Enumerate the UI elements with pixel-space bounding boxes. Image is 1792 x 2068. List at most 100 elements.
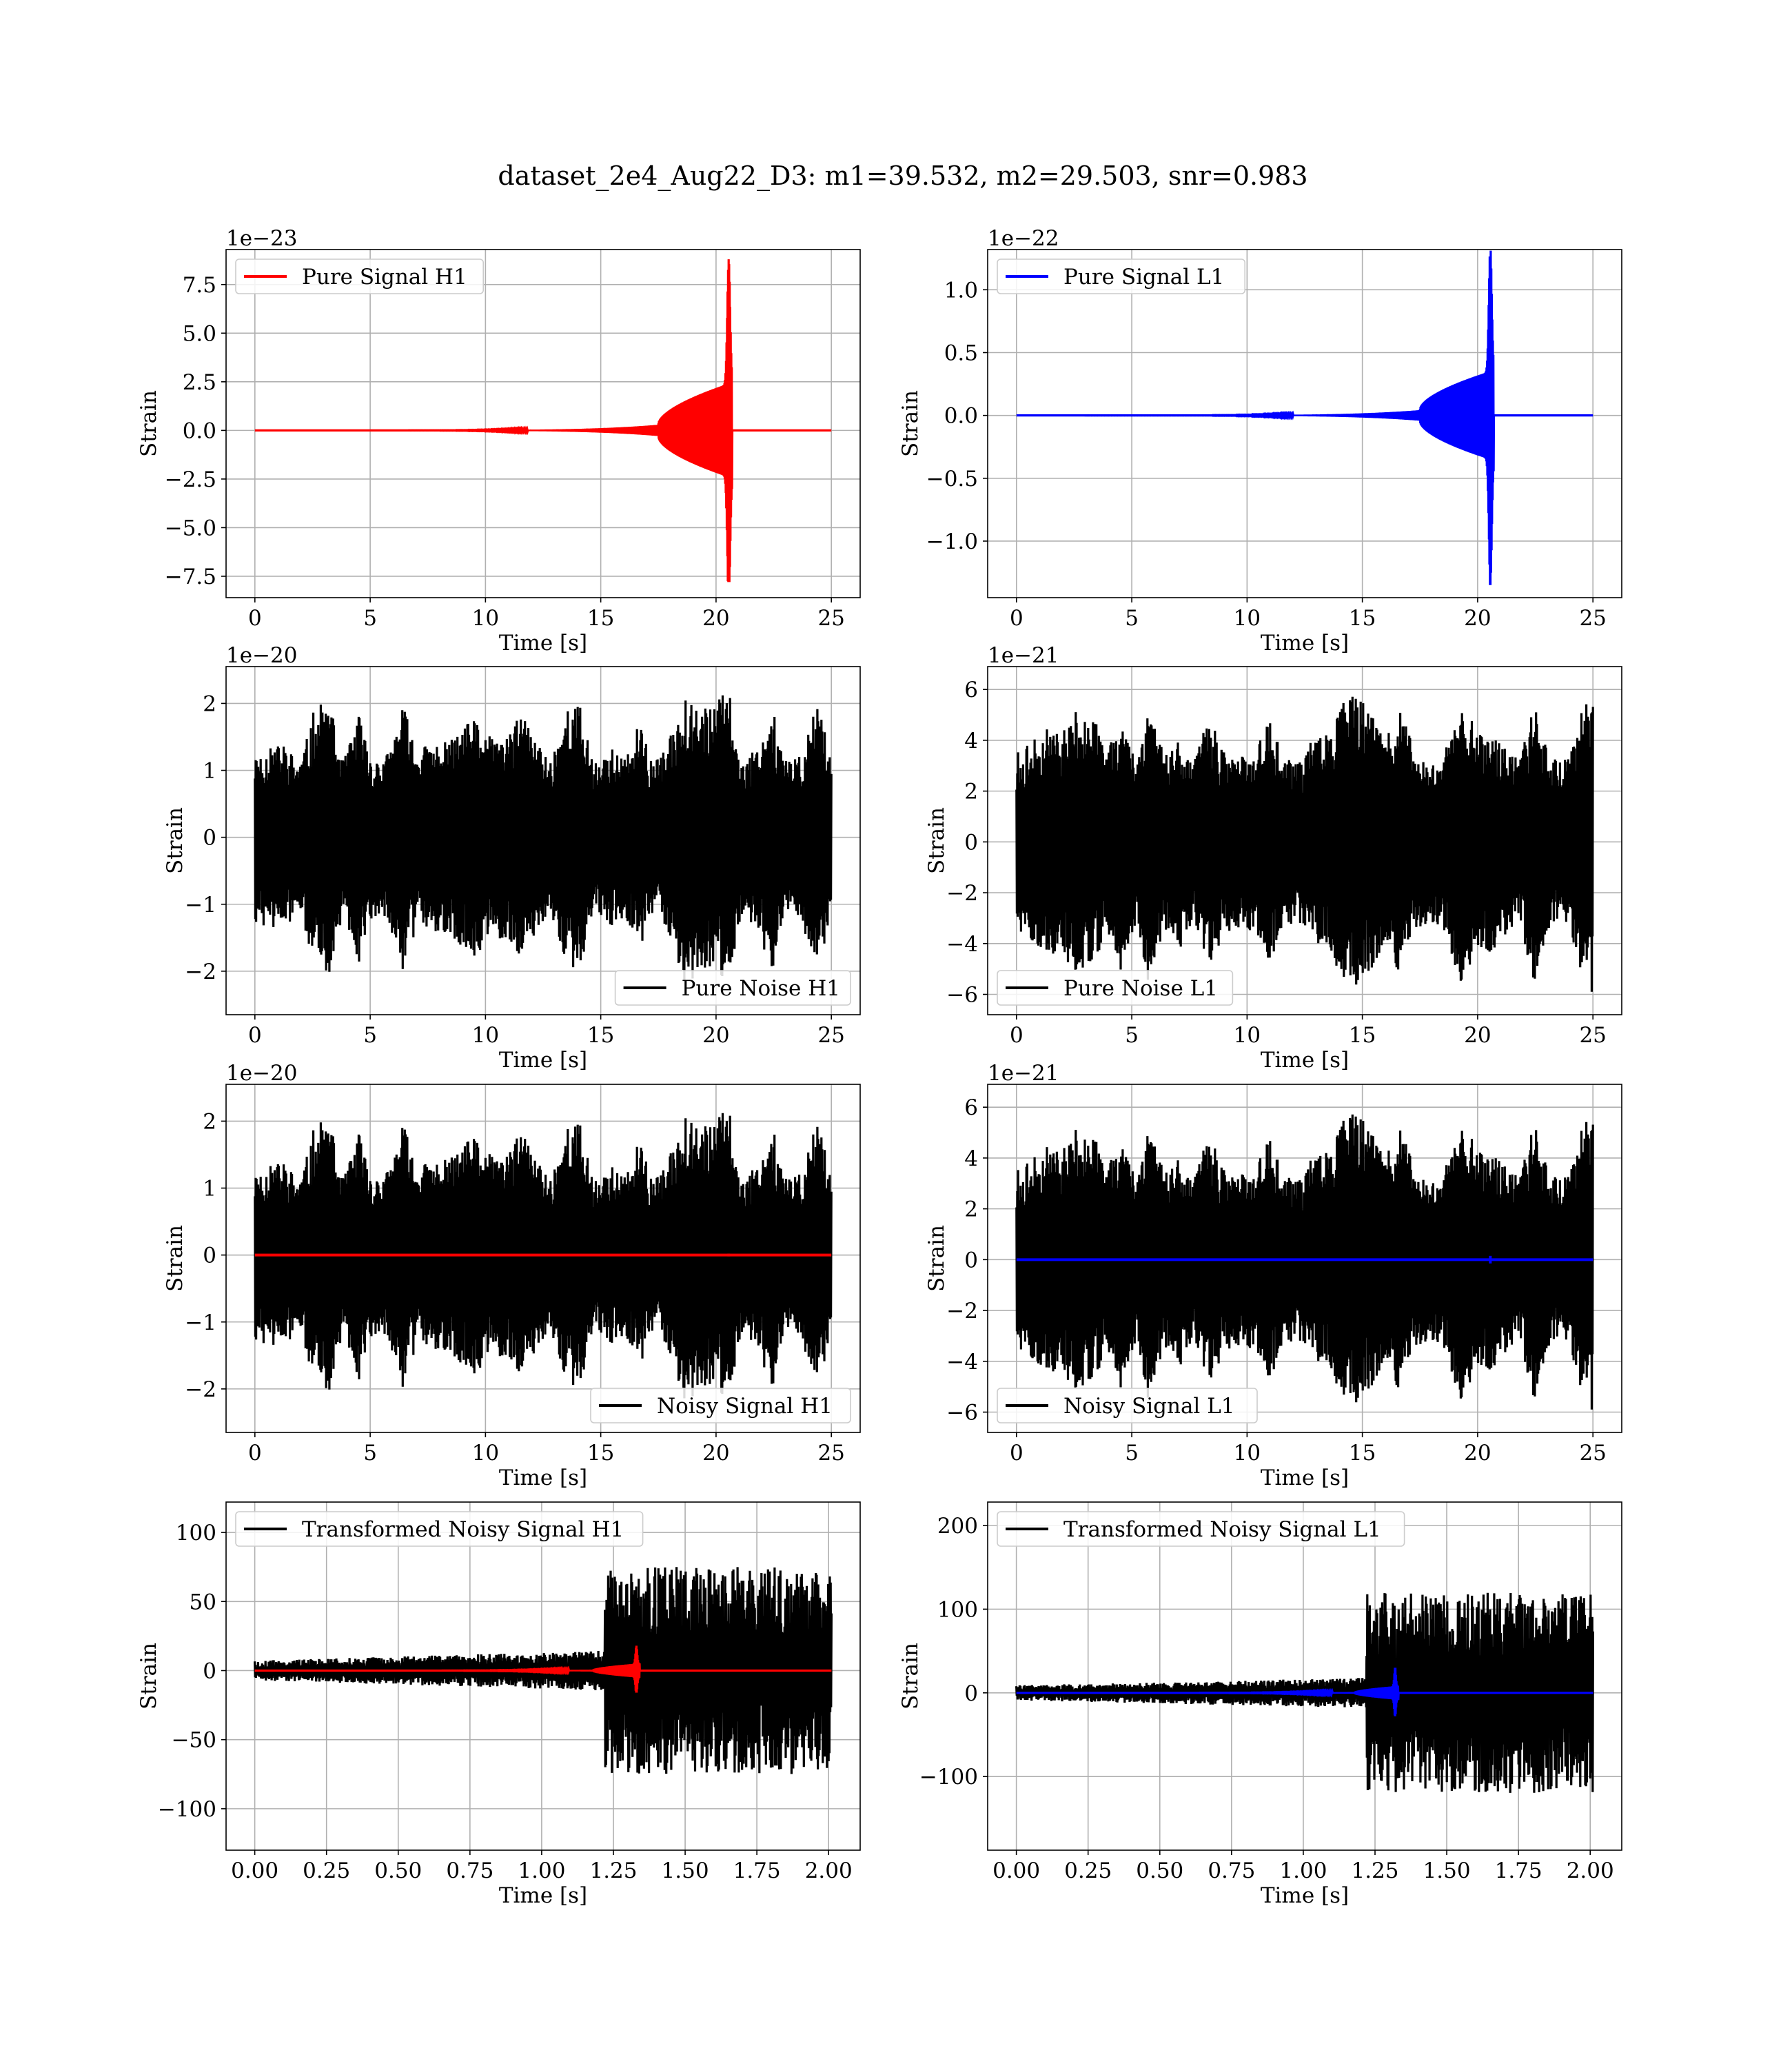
y-tick-label: 2 xyxy=(964,780,978,804)
series-line-pure-signal-h1 xyxy=(254,259,832,582)
y-tick-label: −2 xyxy=(946,881,978,906)
y-offset-text: 1e−23 xyxy=(226,226,298,251)
y-tick-label: 2.5 xyxy=(183,370,216,395)
y-tick-label: 0.5 xyxy=(944,341,978,365)
panel-noisy-signal-l1: 0 5 10 15 20 25 −6 −4 −2 0 2 4 6 Time [s] Strain 1e−21 N… xyxy=(924,1061,1622,1490)
x-tick-label: 5 xyxy=(1125,1023,1139,1048)
series-line-transformed-noisy-signal-l1-overlay xyxy=(1016,1667,1594,1716)
y-tick-label: 0 xyxy=(964,1681,978,1706)
y-tick-label: 4 xyxy=(964,729,978,753)
x-tick-label: 0.00 xyxy=(992,1858,1040,1883)
x-tick-label: 10 xyxy=(472,606,499,631)
x-tick-label: 10 xyxy=(472,1023,499,1048)
x-tick-label: 5 xyxy=(1125,1441,1139,1466)
x-tick-label: 25 xyxy=(817,1023,844,1048)
y-tick-label: −1.0 xyxy=(926,529,978,554)
x-tick-label: 20 xyxy=(1464,1023,1491,1048)
y-axis-label: Strain xyxy=(924,807,949,874)
axes-frame xyxy=(225,666,861,1015)
y-axis-label: Strain xyxy=(924,1225,949,1292)
y-tick-label: 6 xyxy=(964,678,978,702)
x-tick-label: 5 xyxy=(363,1441,377,1466)
y-axis-label: Strain xyxy=(136,390,161,457)
x-tick-label: 0.50 xyxy=(1136,1858,1183,1883)
x-tick-label: 1.00 xyxy=(1279,1858,1327,1883)
axes-frame xyxy=(225,249,861,598)
y-tick-label: −100 xyxy=(919,1765,978,1790)
y-tick-label: 0 xyxy=(964,830,978,855)
legend: Pure Noise L1 xyxy=(997,970,1234,1006)
y-tick-label: −6 xyxy=(946,983,978,1008)
y-tick-label: 1 xyxy=(203,759,216,784)
x-tick-label: 15 xyxy=(1349,1023,1376,1048)
series-line-pure-noise-l1 xyxy=(1015,696,1594,992)
x-tick-label: 0.50 xyxy=(374,1858,422,1883)
axes-frame xyxy=(225,1501,861,1851)
legend-label: Pure Noise H1 xyxy=(682,976,840,1001)
y-tick-label: −100 xyxy=(158,1797,216,1822)
y-tick-label: −7.5 xyxy=(165,565,216,589)
x-tick-label: 2.00 xyxy=(805,1858,853,1883)
y-tick-label: 50 xyxy=(190,1590,216,1614)
y-tick-label: 1.0 xyxy=(944,278,978,303)
x-tick-label: 0.25 xyxy=(303,1858,350,1883)
y-tick-label: 2 xyxy=(203,1109,216,1134)
x-tick-label: 0 xyxy=(248,1023,262,1048)
y-tick-label: 0.0 xyxy=(183,418,216,443)
x-tick-label: 25 xyxy=(817,606,844,631)
legend: Noisy Signal H1 xyxy=(590,1388,851,1423)
series-line-transformed-noisy-signal-h1 xyxy=(254,1567,833,1774)
legend: Noisy Signal L1 xyxy=(997,1388,1258,1423)
series-line-noisy-signal-h1 xyxy=(254,1113,833,1399)
x-axis-label: Time [s] xyxy=(1261,1048,1349,1073)
y-offset-text: 1e−21 xyxy=(988,1061,1059,1086)
y-tick-label: 1 xyxy=(203,1177,216,1202)
x-tick-label: 0 xyxy=(248,606,262,631)
y-tick-label: 7.5 xyxy=(183,273,216,298)
axes-frame xyxy=(225,1084,861,1433)
x-tick-label: 0 xyxy=(248,1441,262,1466)
y-axis-label: Strain xyxy=(163,807,187,874)
y-tick-label: −1 xyxy=(185,893,216,918)
legend-label: Pure Signal L1 xyxy=(1063,265,1224,290)
legend-label: Transformed Noisy Signal L1 xyxy=(1063,1517,1381,1542)
y-offset-text: 1e−22 xyxy=(988,226,1059,251)
legend-label: Noisy Signal L1 xyxy=(1063,1394,1235,1419)
figure-title: dataset_2e4_Aug22_D3: m1=39.532, m2=29.5… xyxy=(498,161,1307,192)
panel-pure-signal-l1: 0 5 10 15 20 25 −1.0 −0.5 0.0 0.5 1.0 Time [s] Strai… xyxy=(898,226,1622,656)
y-tick-label: −2 xyxy=(185,960,216,984)
y-tick-label: 2 xyxy=(203,691,216,716)
x-tick-label: 10 xyxy=(1234,1441,1261,1466)
x-tick-label: 1.00 xyxy=(518,1858,565,1883)
legend: Pure Signal H1 xyxy=(235,258,485,294)
x-tick-label: 0.75 xyxy=(1208,1858,1255,1883)
y-tick-label: 2 xyxy=(964,1197,978,1222)
series-line-pure-noise-h1 xyxy=(254,695,833,981)
x-tick-label: 20 xyxy=(702,1023,729,1048)
y-tick-label: −2 xyxy=(946,1299,978,1324)
x-tick-label: 10 xyxy=(1234,606,1261,631)
series-line-noisy-signal-l1 xyxy=(1015,1114,1594,1410)
legend: Transformed Noisy Signal H1 xyxy=(235,1511,644,1547)
legend-label: Transformed Noisy Signal H1 xyxy=(302,1517,624,1542)
y-tick-label: 0 xyxy=(203,826,216,851)
x-tick-label: 0 xyxy=(1010,606,1024,631)
legend: Pure Signal L1 xyxy=(997,258,1246,294)
y-offset-text: 1e−20 xyxy=(226,1061,298,1086)
x-tick-label: 2.00 xyxy=(1567,1858,1614,1883)
x-tick-label: 1.50 xyxy=(662,1858,709,1883)
x-axis-label: Time [s] xyxy=(1261,1466,1349,1490)
y-tick-label: 5.0 xyxy=(183,321,216,346)
x-tick-label: 25 xyxy=(1579,1441,1606,1466)
panel-noisy-signal-h1: 0 5 10 15 20 25 −2 −1 0 1 2 Time [s] Strain 1e−20 Nois… xyxy=(163,1061,861,1490)
y-tick-label: 100 xyxy=(937,1597,978,1622)
x-axis-label: Time [s] xyxy=(499,1466,587,1490)
panel-transformed-noisy-signal-h1: 0.00 0.25 0.50 0.75 1.00 1.25 1.50 1.75 2.00 −100… xyxy=(136,1501,861,1908)
y-tick-label: 0 xyxy=(203,1659,216,1683)
y-axis-label: Strain xyxy=(898,390,923,457)
panel-pure-noise-h1: 0 5 10 15 20 25 −2 −1 0 1 2 Time [s] Strain 1e−20 Pure… xyxy=(163,643,861,1073)
x-tick-label: 25 xyxy=(817,1441,844,1466)
y-axis-label: Strain xyxy=(136,1643,161,1710)
y-tick-label: −2 xyxy=(185,1377,216,1402)
